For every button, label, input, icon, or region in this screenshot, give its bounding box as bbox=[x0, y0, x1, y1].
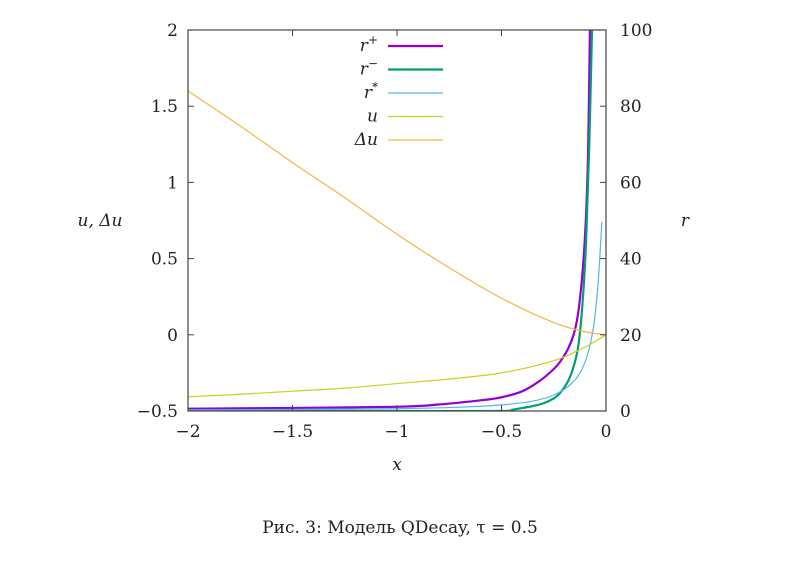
series-line-2 bbox=[188, 30, 594, 411]
x-tick-label: −1.5 bbox=[272, 422, 313, 442]
legend: r+r−r* u Δu bbox=[354, 33, 443, 150]
legend-item: r* bbox=[364, 80, 443, 103]
legend-item: Δu bbox=[354, 130, 443, 150]
y-right-tick-label: 60 bbox=[620, 173, 642, 193]
left-axis-label: u, Δu bbox=[78, 211, 123, 231]
y-left-tick-label: 1 bbox=[167, 173, 178, 193]
right-axis-label: r bbox=[681, 211, 690, 231]
legend-label: Δu bbox=[354, 130, 378, 150]
series-line-3 bbox=[188, 221, 603, 411]
legend-item: u bbox=[367, 107, 443, 127]
series-line-5 bbox=[188, 90, 606, 336]
x-tick-label: −2 bbox=[175, 422, 200, 442]
legend-label: r+ bbox=[360, 33, 378, 56]
y-right-tick-label: 100 bbox=[620, 21, 652, 41]
x-tick-label: −0.5 bbox=[481, 422, 522, 442]
figure-caption: Рис. 3: Модель QDecay, τ = 0.5 bbox=[262, 518, 538, 538]
x-tick-label: 0 bbox=[601, 422, 612, 442]
y-left-tick-label: 1.5 bbox=[151, 97, 178, 117]
y-right-tick-label: 20 bbox=[620, 326, 642, 346]
x-tick-label: −1 bbox=[384, 422, 409, 442]
plot-frame bbox=[187, 29, 607, 412]
legend-item: r− bbox=[360, 57, 443, 80]
series-line-4 bbox=[188, 334, 606, 398]
y-left-tick-label: 0 bbox=[167, 326, 178, 346]
y-left-tick-label: 0.5 bbox=[151, 250, 178, 270]
y-left-tick-label: −0.5 bbox=[137, 402, 178, 422]
y-left-tick-label: 2 bbox=[167, 21, 178, 41]
legend-item: r+ bbox=[360, 33, 443, 56]
y-right-tick-label: 0 bbox=[620, 402, 631, 422]
curves-group bbox=[188, 30, 606, 411]
y-right-tick-label: 40 bbox=[620, 250, 642, 270]
ticks-group bbox=[187, 29, 607, 412]
x-axis-label: x bbox=[392, 455, 402, 475]
legend-label: r* bbox=[364, 80, 378, 103]
series-line-1 bbox=[188, 30, 592, 410]
legend-label: r− bbox=[360, 57, 378, 80]
legend-label: u bbox=[367, 107, 378, 127]
y-right-tick-label: 80 bbox=[620, 97, 642, 117]
